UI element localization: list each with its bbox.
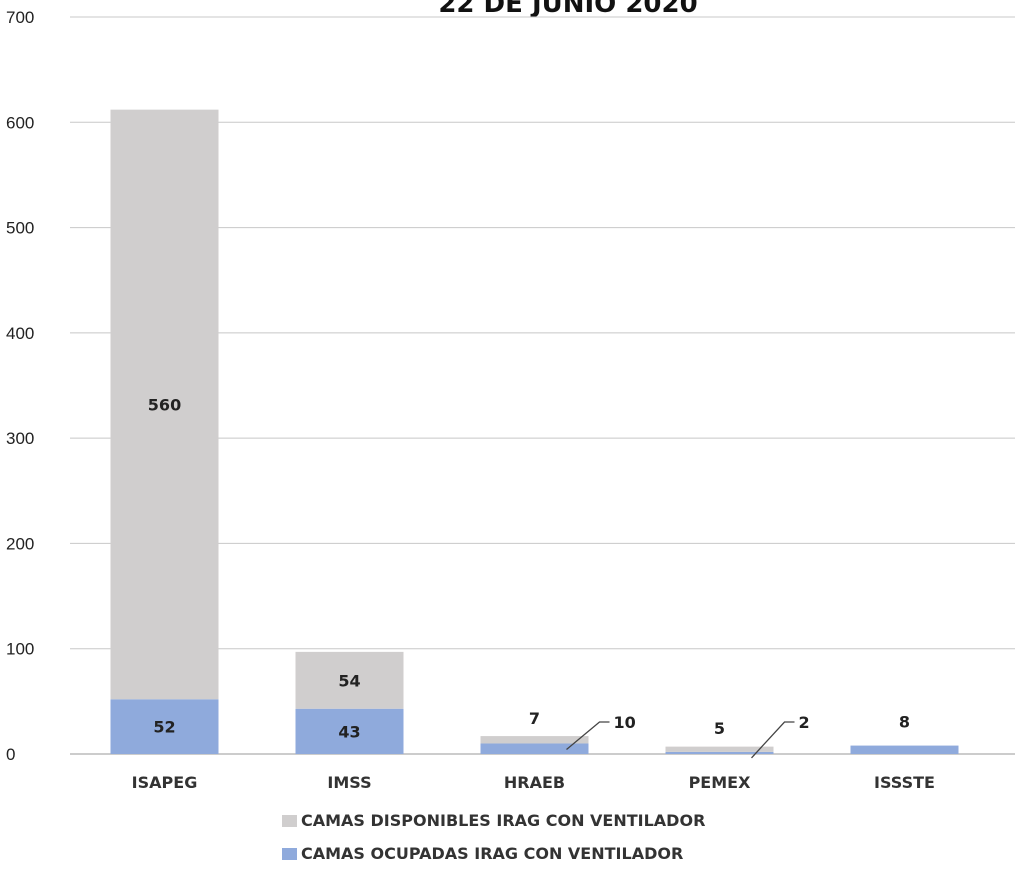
bar-occupied bbox=[850, 745, 959, 754]
y-axis-ticks: 0 100 200 300 400 500 600 700 bbox=[6, 8, 34, 764]
y-tick-label: 100 bbox=[6, 640, 34, 659]
data-label-available: 7 bbox=[529, 709, 540, 728]
y-tick-label: 300 bbox=[6, 429, 34, 448]
category-label: ISSSTE bbox=[874, 773, 935, 792]
bar-available bbox=[480, 736, 589, 744]
data-label-occupied: 43 bbox=[338, 722, 360, 741]
data-label-occupied: 2 bbox=[799, 713, 810, 732]
legend-swatch bbox=[282, 815, 297, 827]
bar-occupied bbox=[665, 751, 774, 754]
y-tick-label: 0 bbox=[6, 745, 15, 764]
legend-label: CAMAS OCUPADAS IRAG CON VENTILADOR bbox=[301, 844, 683, 863]
data-label-occupied: 10 bbox=[614, 713, 636, 732]
y-tick-label: 400 bbox=[6, 324, 34, 343]
legend: CAMAS DISPONIBLES IRAG CON VENTILADOR CAM… bbox=[282, 811, 705, 863]
data-label-available: 54 bbox=[338, 671, 360, 690]
leader-line bbox=[751, 721, 795, 759]
data-labels: 52 560 43 54 10 7 2 5 8 bbox=[148, 395, 910, 759]
category-label: ISAPEG bbox=[132, 773, 198, 792]
bar-occupied bbox=[295, 708, 404, 754]
data-label-occupied: 8 bbox=[899, 713, 910, 732]
category-label: PEMEX bbox=[689, 773, 752, 792]
y-tick-label: 700 bbox=[6, 8, 34, 27]
data-label-available: 560 bbox=[148, 395, 181, 414]
gridlines bbox=[70, 16, 1015, 755]
bar-occupied bbox=[110, 699, 219, 754]
chart-title: 22 DE JUNIO 2020 bbox=[438, 0, 697, 19]
bar-available bbox=[295, 651, 404, 709]
data-label-available: 5 bbox=[714, 719, 725, 738]
legend-label: CAMAS DISPONIBLES IRAG CON VENTILADOR bbox=[301, 811, 705, 830]
x-axis-categories: ISAPEG IMSS HRAEB PEMEX ISSSTE bbox=[132, 773, 935, 792]
y-tick-label: 500 bbox=[6, 219, 34, 238]
bars bbox=[110, 109, 959, 754]
legend-swatch bbox=[282, 848, 297, 860]
leader-line bbox=[566, 721, 610, 750]
category-label: IMSS bbox=[327, 773, 371, 792]
data-label-occupied: 52 bbox=[153, 718, 175, 737]
category-label: HRAEB bbox=[504, 773, 565, 792]
y-tick-label: 200 bbox=[6, 534, 34, 553]
y-tick-label: 600 bbox=[6, 113, 34, 132]
bar-occupied bbox=[480, 743, 589, 754]
bar-available bbox=[110, 109, 219, 700]
bar-available bbox=[665, 746, 774, 752]
